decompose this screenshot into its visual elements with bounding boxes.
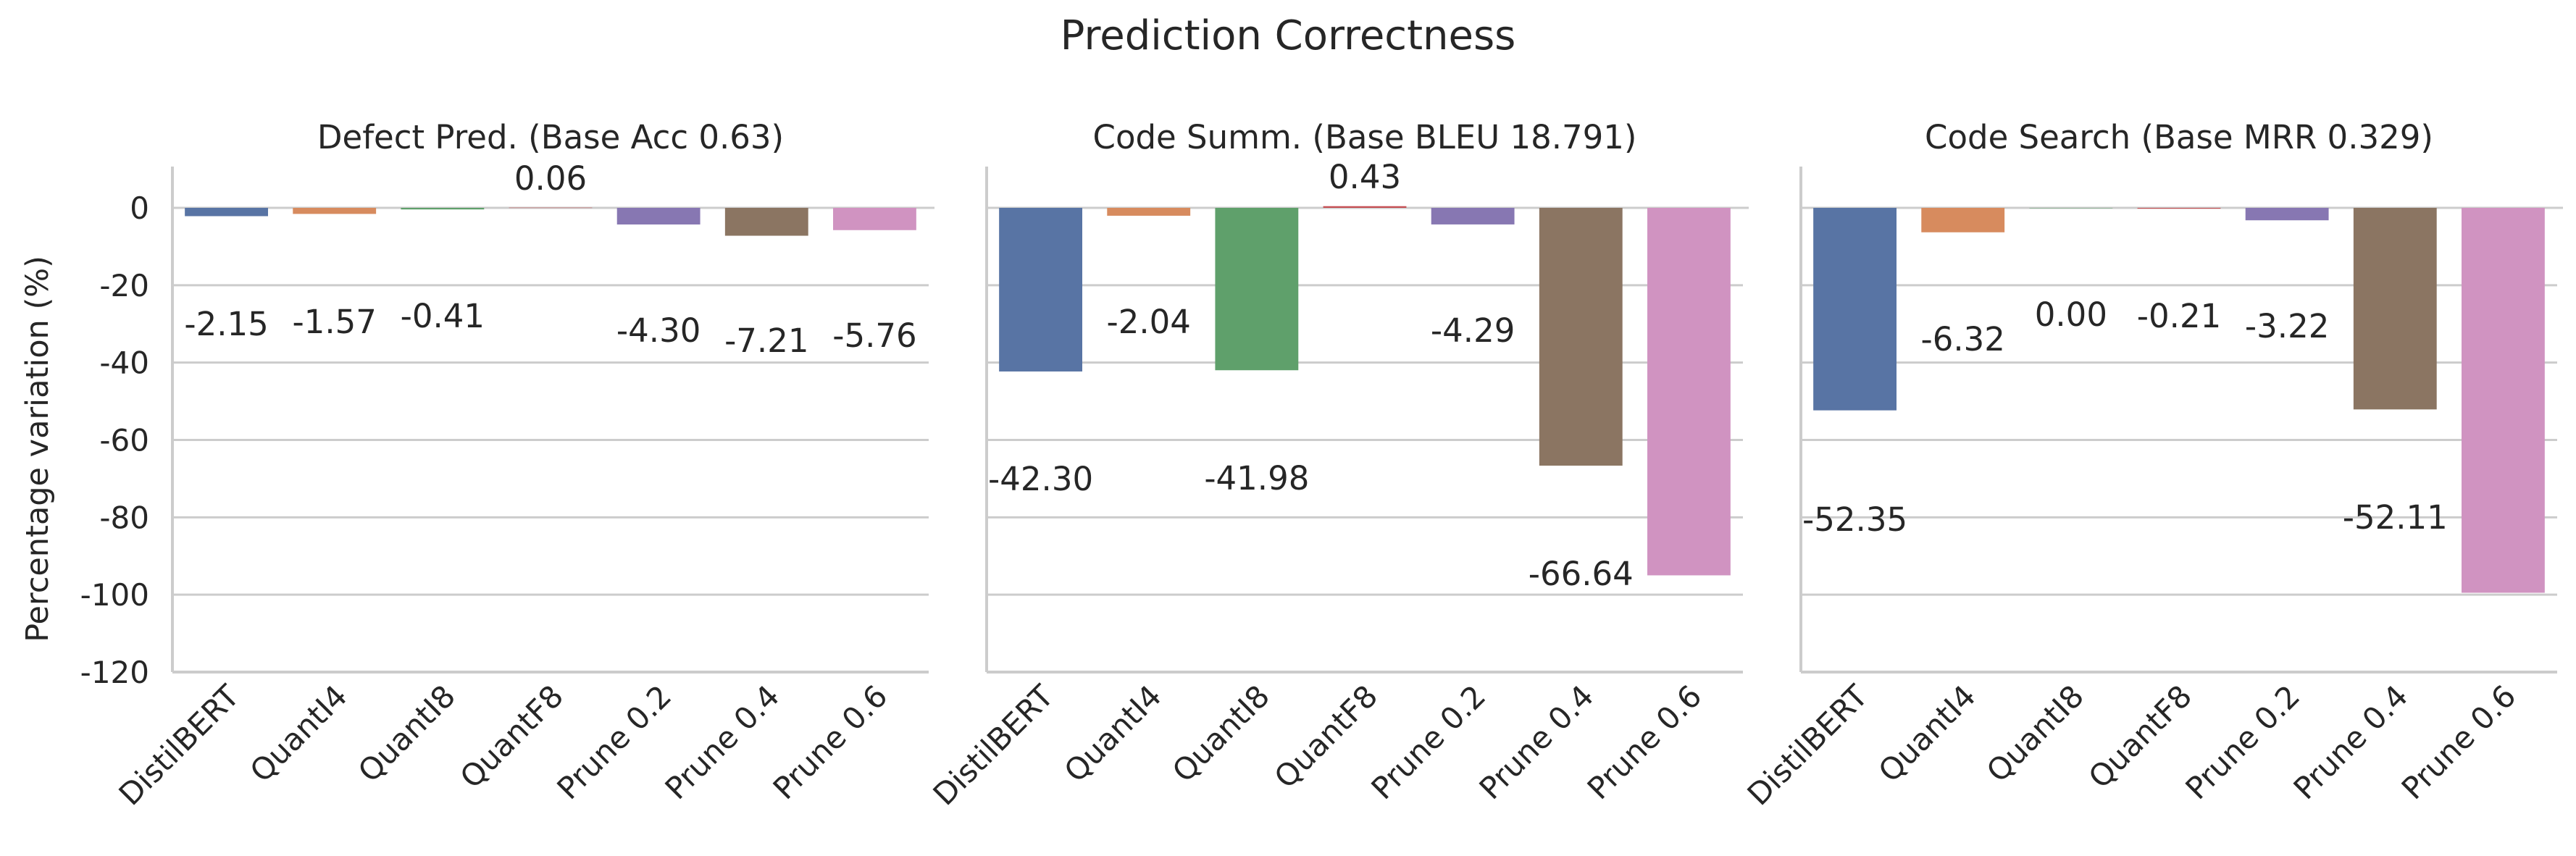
value-label: -3.22 <box>2245 307 2329 345</box>
bar-quanti4 <box>1107 208 1191 216</box>
bar-prune-06 <box>2462 208 2545 593</box>
panel-title: Code Search (Base MRR 0.329) <box>1925 118 2433 156</box>
bar-quanti8 <box>401 208 485 210</box>
bar-quanti8 <box>2029 208 2113 209</box>
y-tick-label: -100 <box>80 577 149 613</box>
value-label: 0.00 <box>2035 295 2107 334</box>
bar-prune-02 <box>616 208 701 225</box>
value-label: 0.43 <box>1329 158 1401 196</box>
value-label: -4.29 <box>1431 311 1515 350</box>
value-label: 0.06 <box>514 159 587 198</box>
panel-title: Code Summ. (Base BLEU 18.791) <box>1093 118 1637 156</box>
bar-quantf8 <box>2137 208 2221 209</box>
value-label: -4.30 <box>616 311 701 350</box>
value-label: -0.41 <box>401 297 485 335</box>
figure-title: Prediction Correctness <box>1061 12 1516 59</box>
value-label: -2.15 <box>184 305 268 343</box>
value-label: -52.35 <box>1802 500 1907 539</box>
y-tick-label: 0 <box>130 190 149 226</box>
bar-prune-04 <box>724 208 808 236</box>
bar-prune-06 <box>833 208 916 230</box>
bar-distilbert <box>185 208 268 217</box>
value-label: -41.98 <box>1204 459 1309 498</box>
bar-prune-04 <box>1539 208 1623 466</box>
value-label: -5.76 <box>832 316 916 355</box>
bar-quanti4 <box>293 208 377 214</box>
bar-quanti4 <box>1921 208 2005 232</box>
bar-prune-02 <box>2245 208 2329 221</box>
y-tick-label: -60 <box>99 423 149 458</box>
bar-quanti8 <box>1215 208 1299 371</box>
y-tick-label: -120 <box>80 655 149 690</box>
y-tick-label: -40 <box>99 345 149 381</box>
bar-prune-02 <box>1431 208 1515 225</box>
y-tick-label: -20 <box>99 268 149 303</box>
bar-quantf8 <box>509 207 593 209</box>
y-tick-label: -80 <box>99 500 149 535</box>
bar-prune-04 <box>2353 208 2437 410</box>
value-label: -7.21 <box>724 322 808 360</box>
value-label: -0.21 <box>2137 297 2221 335</box>
bar-distilbert <box>999 208 1082 372</box>
value-label: -52.11 <box>2343 498 2448 537</box>
bar-distilbert <box>1813 208 1897 411</box>
value-label: -2.04 <box>1106 303 1190 341</box>
y-axis-label: Percentage variation (%) <box>20 256 56 642</box>
value-label: -1.57 <box>292 303 376 341</box>
panel-title: Defect Pred. (Base Acc 0.63) <box>317 118 784 156</box>
bar-prune-06 <box>1647 208 1731 576</box>
value-label: -42.30 <box>988 460 1093 498</box>
value-label: -66.64 <box>1529 555 1634 593</box>
bar-quantf8 <box>1323 206 1407 208</box>
value-label: -6.32 <box>1920 320 2004 358</box>
